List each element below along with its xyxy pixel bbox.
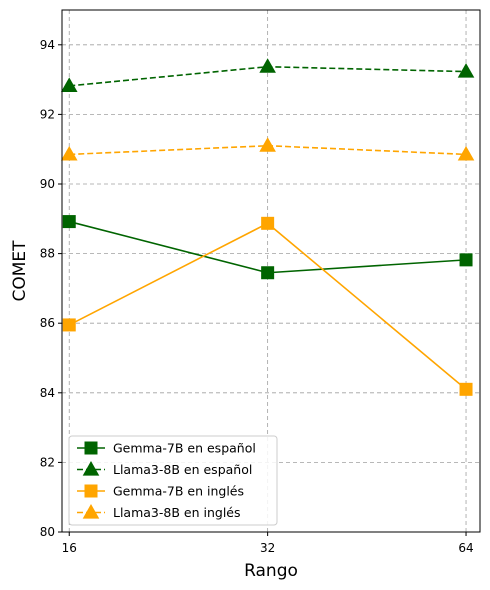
- y-tick-label: 92: [40, 107, 55, 121]
- plot-frame: [61, 9, 481, 533]
- y-tick-label: 84: [40, 386, 55, 400]
- y-tick-label: 94: [40, 38, 55, 52]
- data-point: [457, 63, 475, 78]
- data-point: [459, 253, 473, 267]
- legend-marker: [82, 504, 100, 519]
- data-point: [259, 137, 276, 152]
- data-point: [261, 266, 275, 280]
- data-point: [62, 215, 76, 229]
- series-3: [62, 216, 473, 396]
- axis-ticks: 80 82 84 86 88 90 92 94 16 32 64: [40, 38, 474, 555]
- legend-marker: [82, 461, 100, 476]
- x-tick-label: 16: [62, 541, 77, 555]
- y-tick-label: 82: [40, 455, 55, 469]
- data-point: [60, 77, 78, 92]
- y-tick-label: 80: [40, 525, 55, 539]
- data-point: [459, 382, 473, 396]
- data-point: [259, 58, 276, 73]
- legend-item: Llama3-8B en inglés: [77, 504, 241, 520]
- y-axis-label: COMET: [10, 240, 30, 302]
- data-point: [457, 145, 475, 161]
- legend-box: [68, 435, 278, 526]
- legend-item: Llama3-8B en español: [77, 461, 252, 477]
- legend-label: Gemma-7B en español: [113, 441, 256, 456]
- x-axis-label: Rango: [244, 561, 298, 581]
- data-point: [62, 318, 76, 332]
- series-1: [62, 215, 473, 280]
- y-tick-label: 88: [40, 247, 55, 261]
- y-tick-label: 90: [40, 177, 55, 191]
- series-2: [60, 58, 475, 92]
- legend: Gemma-7B en español Llama3-8B en español G…: [68, 435, 278, 526]
- legend-label: Llama3-8B en español: [113, 462, 252, 477]
- legend-label: Gemma-7B en inglés: [113, 484, 244, 499]
- legend-label: Llama3-8B en inglés: [113, 505, 241, 520]
- legend-item: Gemma-7B en español: [77, 441, 256, 456]
- data-point: [261, 216, 275, 230]
- series-layer: [60, 58, 475, 396]
- legend-item: Gemma-7B en inglés: [77, 484, 244, 499]
- y-tick-label: 86: [40, 316, 55, 330]
- legend-marker: [84, 484, 98, 498]
- legend-marker: [84, 441, 98, 455]
- x-tick-label: 32: [260, 541, 275, 555]
- x-tick-label: 64: [458, 541, 473, 555]
- series-4: [60, 137, 475, 161]
- data-point: [60, 145, 78, 161]
